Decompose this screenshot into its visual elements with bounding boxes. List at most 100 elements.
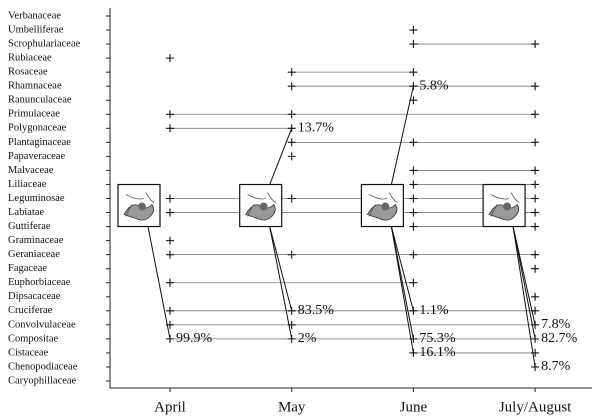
y-tick-label: Liliaceae <box>8 179 47 190</box>
y-tick-label: Caryophillaceae <box>8 375 77 386</box>
presence-marker <box>166 251 174 259</box>
presence-marker <box>409 26 417 34</box>
share-label: 13.7% <box>298 121 335 136</box>
y-tick-label: Chenopodiaceae <box>8 361 78 372</box>
y-tick-label: Rosaceae <box>8 67 48 78</box>
share-label: 7.8% <box>541 317 571 332</box>
y-tick-label: Graminaceae <box>8 235 64 246</box>
y-tick-label: Umbelliferae <box>8 24 64 35</box>
y-tick-label: Compositae <box>8 333 59 344</box>
presence-marker <box>531 110 539 118</box>
y-tick-label: Guttiferae <box>8 221 51 232</box>
y-tick-label: Geraniaceae <box>8 249 60 260</box>
presence-marker <box>409 180 417 188</box>
y-tick-label: Verbanaceae <box>8 10 61 21</box>
x-tick-label: July/August <box>499 399 572 415</box>
icon-sketch <box>138 203 146 211</box>
presence-marker <box>166 237 174 245</box>
y-tick-label: Polygonaceae <box>8 123 67 134</box>
icon-sketch <box>503 203 511 211</box>
y-tick-label: Ranunculaceae <box>8 95 72 106</box>
presence-marker <box>531 40 539 48</box>
presence-marker <box>531 363 539 371</box>
share-label: 75.3% <box>419 331 456 346</box>
share-label: 8.7% <box>541 359 571 374</box>
share-label: 2% <box>298 331 317 346</box>
icon-sketch <box>381 203 389 211</box>
icon-sketch <box>260 203 268 211</box>
presence-marker <box>166 307 174 315</box>
y-tick-label: Convolvulaceae <box>8 319 76 330</box>
presence-marker <box>409 195 417 203</box>
presence-marker <box>531 265 539 273</box>
insect-icon <box>240 185 282 227</box>
presence-marker <box>288 68 296 76</box>
presence-marker <box>409 279 417 287</box>
presence-marker <box>409 223 417 231</box>
y-tick-label: Leguminosae <box>8 193 65 204</box>
share-line <box>270 227 292 311</box>
presence-marker <box>531 180 539 188</box>
presence-marker <box>166 195 174 203</box>
presence-marker <box>409 82 417 90</box>
presence-marker <box>288 335 296 343</box>
y-tick-label: Rhamnaceae <box>8 81 62 92</box>
y-tick-label: Euphorbiaceae <box>8 277 71 288</box>
y-tick-label: Malvaceae <box>8 165 54 176</box>
share-label: 83.5% <box>298 303 335 318</box>
presence-marker <box>409 251 417 259</box>
presence-marker <box>531 251 539 259</box>
presence-marker <box>531 293 539 301</box>
y-tick-label: Papaveraceae <box>8 151 65 162</box>
presence-marker <box>288 138 296 146</box>
share-line <box>391 86 413 184</box>
insect-icon <box>118 185 160 227</box>
presence-marker <box>409 138 417 146</box>
share-label: 99.9% <box>176 331 213 346</box>
insect-icon <box>483 185 525 227</box>
y-tick-label: Fagaceae <box>8 263 47 274</box>
presence-marker <box>166 54 174 62</box>
presence-marker <box>288 195 296 203</box>
presence-marker <box>288 82 296 90</box>
presence-marker <box>409 68 417 76</box>
share-label: 16.1% <box>419 345 456 360</box>
share-label: 1.1% <box>419 303 449 318</box>
y-tick-label: Dipsacaceae <box>8 291 61 302</box>
presence-marker <box>531 335 539 343</box>
presence-marker <box>288 251 296 259</box>
presence-marker <box>409 209 417 217</box>
presence-marker <box>166 110 174 118</box>
y-tick-label: Cruciferae <box>8 305 53 316</box>
share-line <box>391 227 413 311</box>
x-tick-label: May <box>278 399 306 415</box>
x-tick-label: April <box>154 399 186 415</box>
presence-marker <box>166 124 174 132</box>
y-tick-label: Cistaceae <box>8 347 49 358</box>
share-line <box>391 227 413 353</box>
presence-marker <box>288 124 296 132</box>
presence-marker <box>409 40 417 48</box>
y-tick-label: Primulaceae <box>8 109 60 120</box>
presence-marker <box>531 166 539 174</box>
x-tick-label: June <box>400 399 428 415</box>
presence-marker <box>409 349 417 357</box>
presence-marker <box>166 209 174 217</box>
presence-marker <box>166 279 174 287</box>
presence-marker <box>288 307 296 315</box>
insect-icon <box>361 185 403 227</box>
share-line <box>513 227 535 339</box>
presence-marker <box>409 307 417 315</box>
presence-marker <box>288 152 296 160</box>
presence-marker <box>288 110 296 118</box>
presence-marker <box>531 82 539 90</box>
chart: VerbanaceaeUmbelliferaeScrophulariaceaeR… <box>0 0 595 420</box>
share-label: 5.8% <box>419 78 449 93</box>
presence-marker <box>166 335 174 343</box>
y-tick-label: Plantaginaceae <box>8 137 71 148</box>
presence-marker <box>531 195 539 203</box>
presence-marker <box>409 166 417 174</box>
presence-marker <box>531 223 539 231</box>
y-tick-label: Labiatae <box>8 207 44 218</box>
presence-marker <box>531 138 539 146</box>
